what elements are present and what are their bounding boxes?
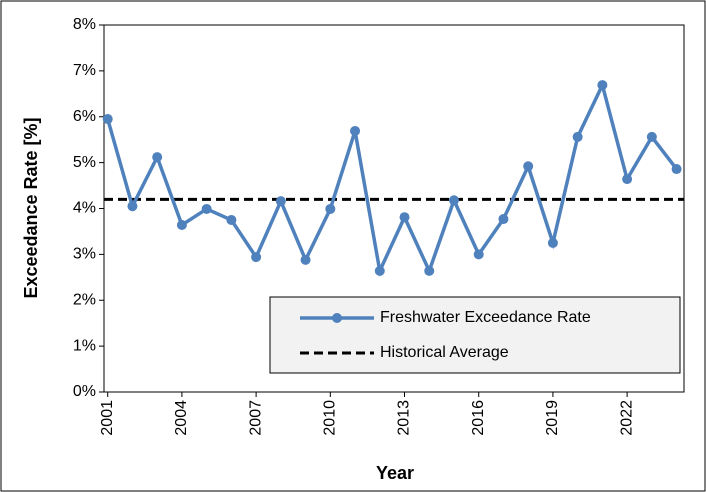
data-point (251, 252, 262, 263)
data-point (572, 131, 583, 142)
x-tick-label: 2019 (544, 400, 561, 436)
x-tick-label: 2016 (470, 400, 487, 436)
legend-box (269, 296, 681, 374)
data-point (374, 265, 385, 276)
x-axis-label: Year (376, 463, 414, 483)
x-tick-label: 2022 (618, 400, 635, 436)
data-point (547, 237, 558, 248)
data-point (176, 220, 187, 231)
y-tick-label: 3% (73, 246, 96, 263)
x-tick-label: 2010 (322, 400, 339, 436)
x-tick-label: 2013 (396, 400, 413, 436)
data-point (226, 214, 237, 225)
data-point (448, 195, 459, 206)
y-tick-label: 6% (73, 108, 96, 125)
data-point (622, 174, 633, 185)
y-tick-label: 8% (73, 16, 96, 33)
data-point (646, 131, 657, 142)
data-point (473, 249, 484, 260)
x-tick-label: 2007 (247, 400, 264, 436)
y-tick-label: 1% (73, 337, 96, 354)
y-tick-label: 0% (73, 383, 96, 400)
y-tick-label: 2% (73, 291, 96, 308)
data-point (350, 125, 361, 136)
data-point (275, 196, 286, 207)
x-tick-label: 2004 (173, 400, 190, 436)
data-point (399, 212, 410, 223)
data-point (523, 161, 534, 172)
data-point (498, 214, 509, 225)
data-point (201, 203, 212, 214)
data-point (325, 203, 336, 214)
legend-marker (332, 313, 342, 323)
data-point (102, 114, 113, 125)
legend-label: Historical Average (380, 344, 509, 361)
data-point (300, 254, 311, 265)
y-tick-label: 7% (73, 62, 96, 79)
y-axis-label: Exceedance Rate [%] (21, 117, 41, 298)
data-point (597, 80, 608, 91)
data-point (424, 265, 435, 276)
y-tick-label: 4% (73, 200, 96, 217)
data-point (671, 164, 682, 175)
legend-label: Freshwater Exceedance Rate (380, 309, 591, 326)
y-tick-label: 5% (73, 154, 96, 171)
data-point (127, 201, 138, 212)
x-tick-label: 2001 (99, 400, 116, 436)
data-point (152, 152, 163, 163)
